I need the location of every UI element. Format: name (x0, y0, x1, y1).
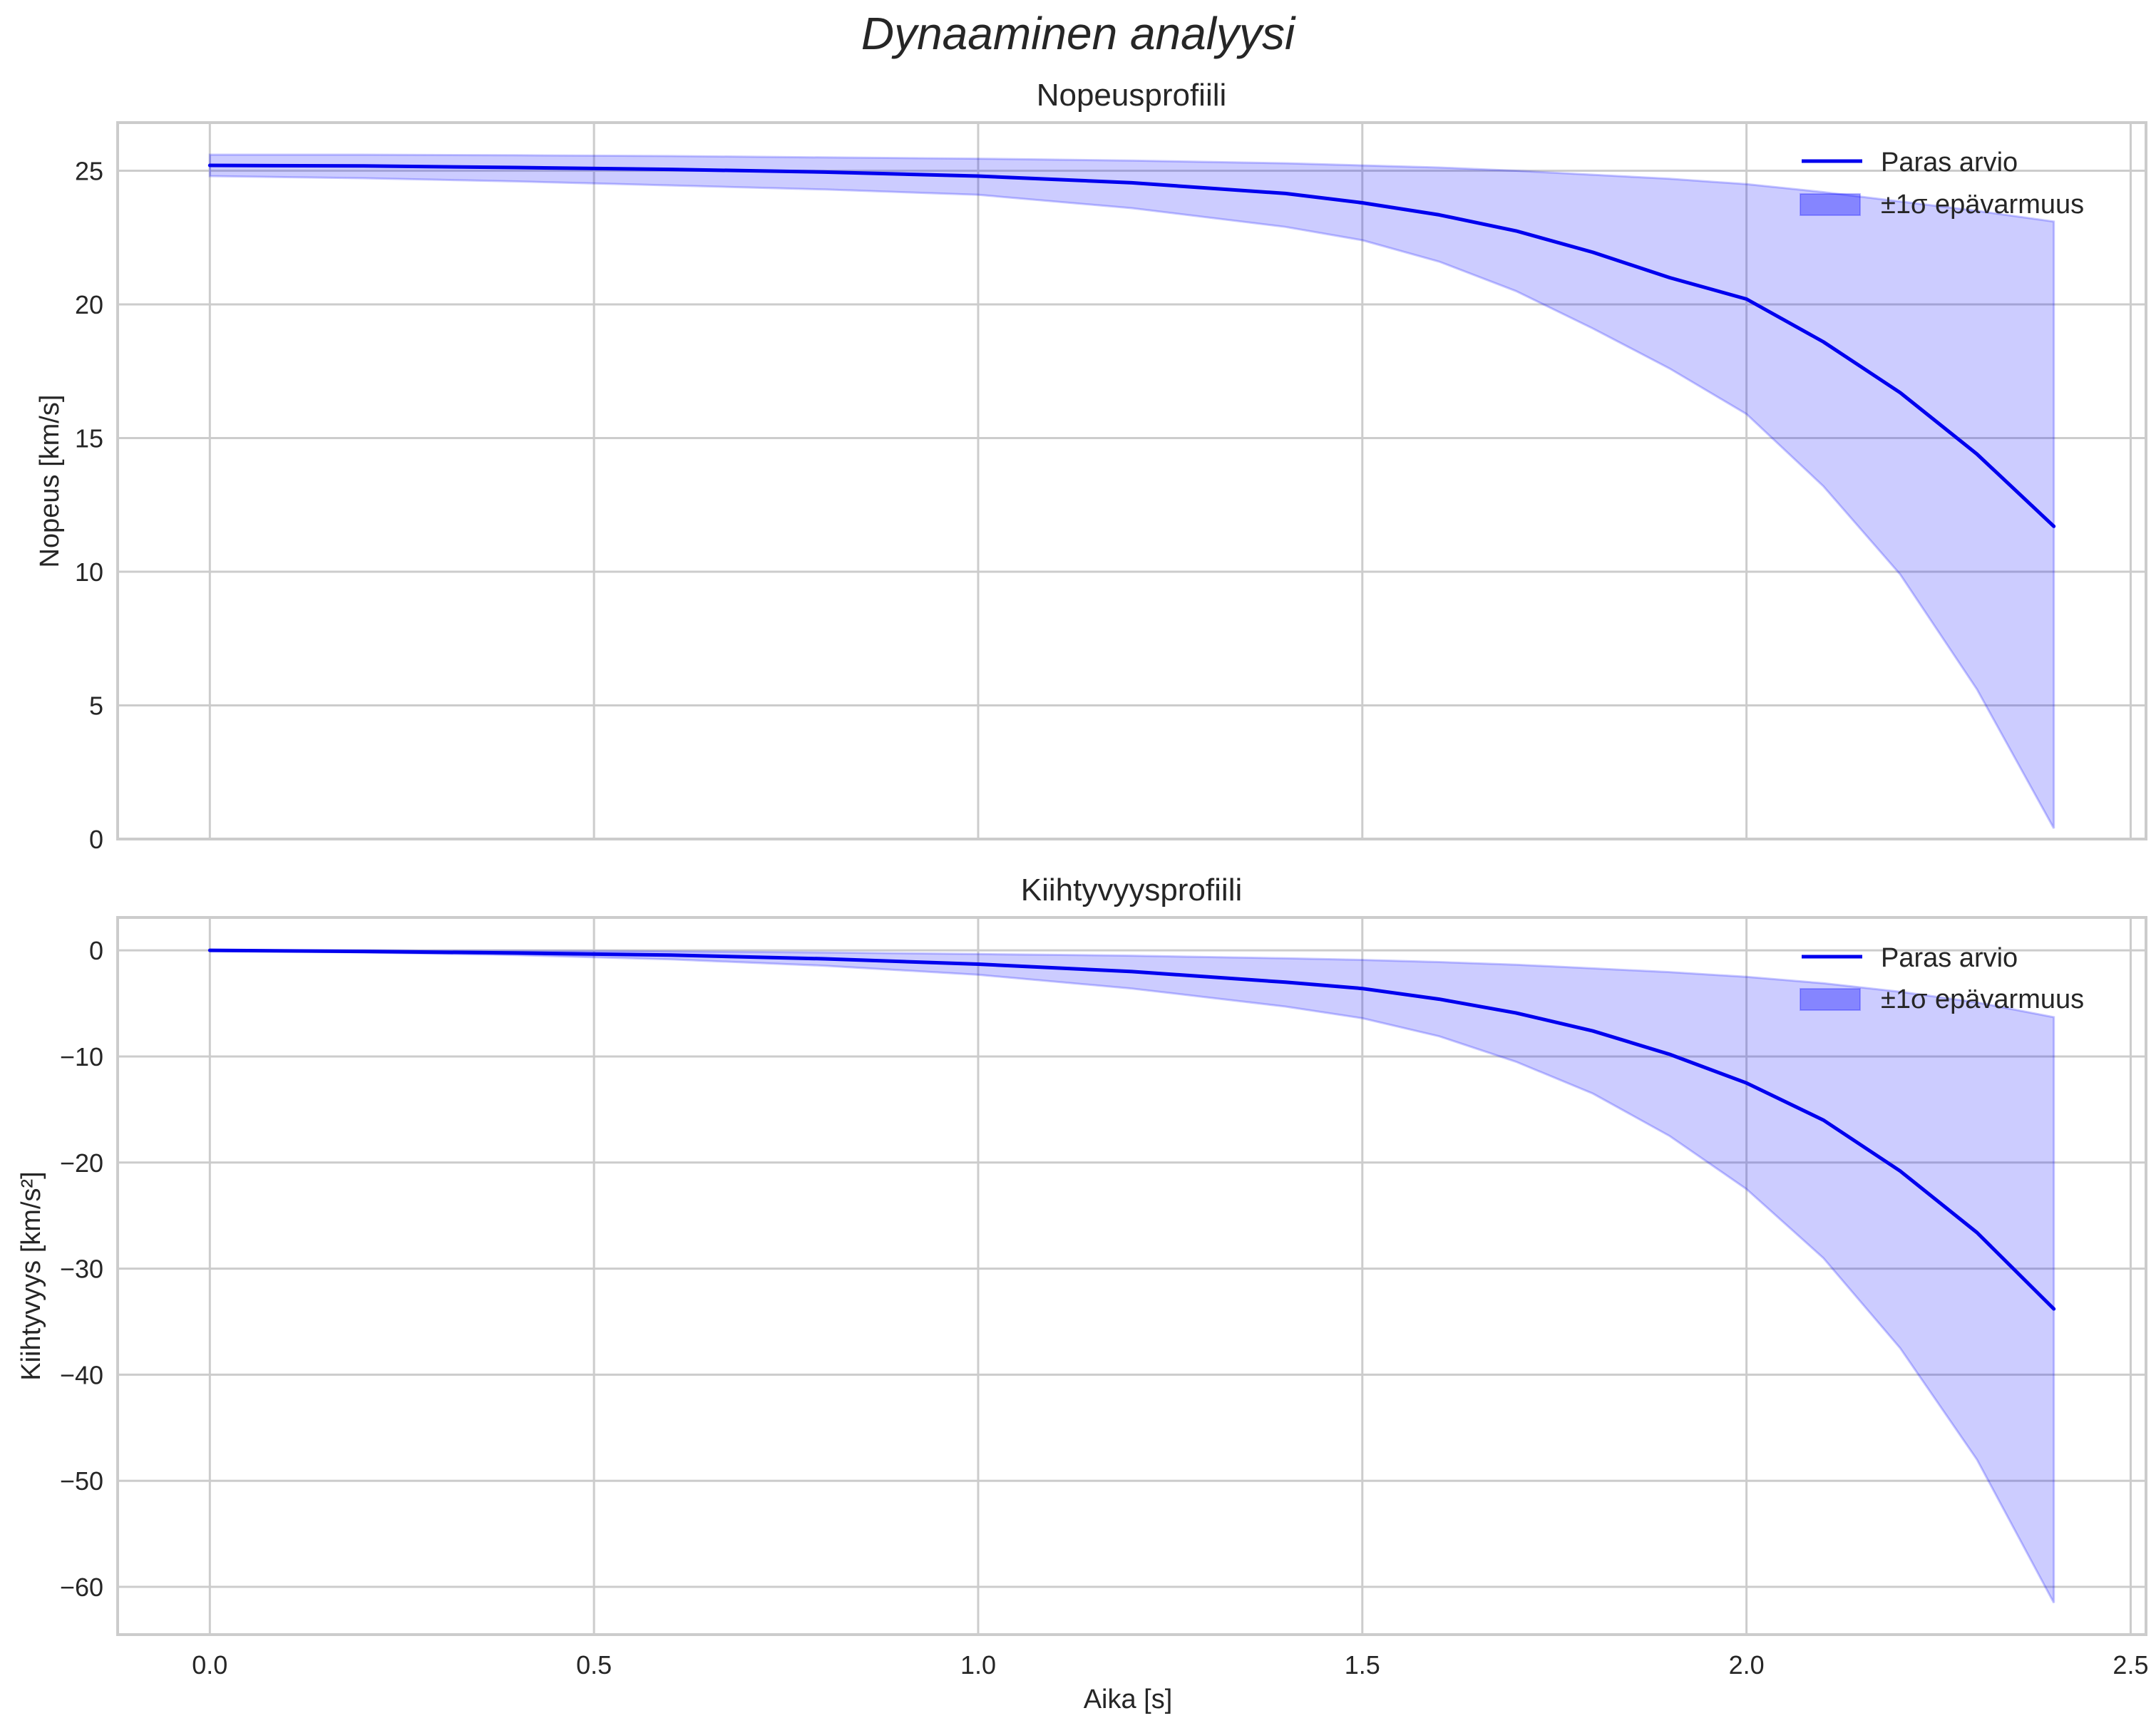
y-tick-label: −60 (60, 1573, 103, 1602)
y-tick-label: 25 (75, 157, 103, 186)
legend-band-swatch (1800, 193, 1861, 216)
x-tick-label: 1.5 (1345, 1650, 1380, 1680)
y-tick-label: −30 (60, 1255, 103, 1284)
legend-label-uncertainty: ±1σ epävarmuus (1881, 984, 2084, 1014)
velocity-y-tick-labels: 0 5 10 15 20 25 (75, 157, 103, 855)
legend-label-best-estimate: Paras arvio (1881, 148, 2018, 178)
acceleration-legend: Paras arvio ±1σ epävarmuus (1800, 943, 2084, 1014)
velocity-best-estimate-line (207, 163, 2056, 528)
acceleration-best-estimate-line (207, 948, 2056, 1311)
velocity-legend: Paras arvio ±1σ epävarmuus (1800, 148, 2084, 220)
figure-title: Dynaaminen analyysi (861, 8, 1295, 59)
x-tick-label: 2.5 (2113, 1650, 2148, 1680)
velocity-uncertainty-band (208, 153, 2055, 829)
y-tick-label: 5 (89, 691, 103, 721)
acceleration-y-axis-label: Kiihtyvyys [km/s²] (16, 1171, 46, 1380)
velocity-y-axis-label: Nopeus [km/s] (35, 395, 65, 568)
x-tick-label: 0.0 (192, 1650, 227, 1680)
legend-band-swatch (1800, 988, 1861, 1011)
y-tick-label: 20 (75, 290, 103, 319)
acceleration-uncertainty-band (210, 949, 2055, 1604)
x-tick-label: 1.0 (960, 1650, 996, 1680)
velocity-axes-frame (116, 121, 2147, 840)
x-tick-label: 0.5 (576, 1650, 612, 1680)
legend-label-best-estimate: Paras arvio (1881, 943, 2018, 973)
x-tick-label: 2.0 (1729, 1650, 1765, 1680)
y-tick-label: −10 (60, 1042, 103, 1071)
acceleration-subplot-title: Kiihtyvyysprofiili (1021, 873, 1243, 907)
acceleration-axes-frame (116, 916, 2147, 1636)
y-tick-label: −40 (60, 1360, 103, 1389)
y-tick-label: 0 (89, 936, 103, 965)
velocity-subplot-title: Nopeusprofiili (1037, 78, 1227, 113)
y-tick-label: −20 (60, 1148, 103, 1178)
y-tick-label: −50 (60, 1466, 103, 1496)
acceleration-subplot: Kiihtyvyysprofiili 0 −10 −20 −30 −40 −50 −60 0… (16, 873, 2148, 1714)
legend-label-uncertainty: ±1σ epävarmuus (1881, 190, 2084, 220)
time-x-tick-labels: 0.0 0.5 1.0 1.5 2.0 2.5 (192, 1650, 2148, 1680)
y-tick-label: 15 (75, 424, 103, 453)
acceleration-grid (118, 917, 2146, 1635)
y-tick-label: 10 (75, 557, 103, 587)
acceleration-y-tick-labels: 0 −10 −20 −30 −40 −50 −60 (60, 936, 103, 1602)
time-x-axis-label: Aika [s] (1084, 1685, 1173, 1714)
y-tick-label: 0 (89, 825, 103, 854)
